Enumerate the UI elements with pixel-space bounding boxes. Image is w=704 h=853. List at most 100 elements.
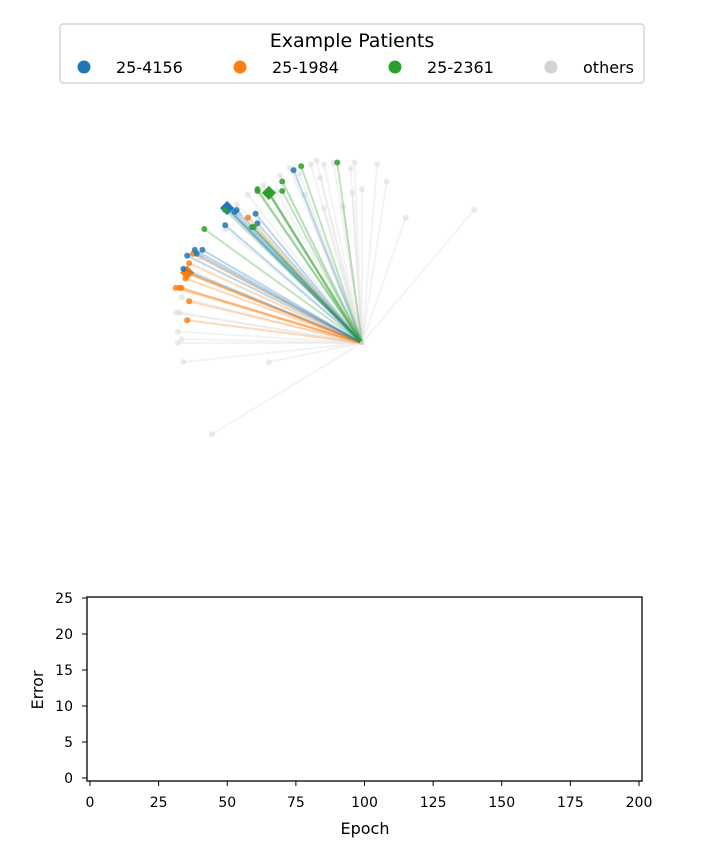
data-point bbox=[222, 207, 229, 213]
data-point bbox=[321, 205, 327, 212]
data-point bbox=[313, 157, 320, 164]
ray-line bbox=[181, 338, 363, 344]
ray-line bbox=[309, 164, 363, 344]
data-point bbox=[248, 224, 255, 231]
ray-line bbox=[175, 286, 363, 344]
highlight-marker bbox=[261, 185, 276, 200]
data-point bbox=[374, 161, 381, 168]
y-axis-label: Error bbox=[28, 670, 47, 709]
ray-line bbox=[315, 160, 363, 344]
ray-line bbox=[323, 207, 363, 344]
ray-line bbox=[256, 222, 363, 344]
legend-marker bbox=[77, 60, 91, 74]
data-point bbox=[347, 165, 354, 172]
ray-line bbox=[179, 286, 363, 344]
data-point bbox=[471, 207, 478, 213]
y-tick-label: 20 bbox=[55, 627, 73, 643]
data-point bbox=[402, 214, 409, 221]
data-point bbox=[321, 161, 327, 168]
data-point bbox=[383, 178, 390, 185]
ray-line bbox=[224, 209, 363, 344]
ray-line bbox=[194, 249, 363, 344]
origin-point bbox=[360, 341, 364, 345]
data-point bbox=[334, 159, 341, 166]
ray-line bbox=[224, 228, 363, 344]
data-point bbox=[233, 207, 240, 213]
ray-line bbox=[353, 162, 363, 344]
ray-line bbox=[183, 342, 363, 363]
data-point bbox=[180, 359, 187, 365]
y-axis: 0 5 10 15 20 25 bbox=[55, 591, 87, 787]
ray-line bbox=[351, 192, 363, 344]
data-point bbox=[254, 186, 261, 193]
ray-line bbox=[300, 165, 363, 344]
series-25-4156 bbox=[180, 167, 363, 344]
ray-line bbox=[336, 162, 363, 344]
data-point bbox=[186, 298, 193, 305]
data-point bbox=[252, 210, 259, 217]
data-point bbox=[176, 309, 183, 316]
ray-line bbox=[281, 190, 363, 344]
ray-line bbox=[224, 224, 363, 344]
x-tick-label: 150 bbox=[488, 795, 515, 811]
ray-line bbox=[196, 252, 363, 344]
data-point bbox=[178, 336, 185, 343]
ray-line bbox=[201, 249, 363, 344]
ray-line bbox=[211, 342, 363, 436]
data-point bbox=[265, 359, 272, 365]
ray-line bbox=[279, 175, 363, 344]
x-tick-label: 200 bbox=[626, 795, 653, 811]
ray-line bbox=[200, 256, 363, 344]
ray-line bbox=[192, 252, 363, 344]
series-others bbox=[172, 157, 478, 438]
data-point bbox=[296, 170, 303, 177]
data-point bbox=[340, 203, 346, 210]
data-point bbox=[178, 284, 185, 291]
series-25-2361 bbox=[201, 159, 364, 344]
ray-line bbox=[251, 226, 363, 344]
data-point bbox=[349, 189, 356, 196]
data-point bbox=[233, 201, 240, 208]
ray-line bbox=[361, 181, 388, 344]
data-point bbox=[199, 246, 206, 253]
ray-line bbox=[203, 228, 363, 344]
x-tick-label: 75 bbox=[287, 795, 305, 811]
ray-line bbox=[319, 177, 363, 344]
legend-label: 25-2361 bbox=[427, 58, 494, 77]
x-axis-label: Epoch bbox=[341, 819, 390, 838]
data-point bbox=[201, 226, 208, 232]
ray-line bbox=[179, 311, 363, 344]
x-tick-label: 175 bbox=[557, 795, 584, 811]
scatter-panel bbox=[172, 157, 478, 438]
plot-area bbox=[86, 596, 643, 782]
data-point bbox=[193, 250, 200, 257]
data-point bbox=[184, 317, 191, 324]
legend-label: 25-1984 bbox=[272, 58, 339, 77]
legend: Example Patients 25-4156 25-1984 25-2361 ot… bbox=[59, 23, 645, 84]
data-point bbox=[197, 254, 204, 261]
ray-line bbox=[349, 168, 363, 344]
ray-line bbox=[247, 216, 363, 344]
data-point bbox=[172, 309, 179, 316]
ray-line bbox=[361, 217, 407, 344]
x-tick-label: 0 bbox=[86, 795, 95, 811]
ray-line bbox=[332, 162, 363, 344]
data-point bbox=[172, 284, 179, 291]
y-tick-label: 25 bbox=[55, 591, 73, 607]
legend-frame bbox=[59, 23, 645, 84]
data-point bbox=[184, 252, 191, 259]
data-point bbox=[178, 294, 185, 301]
data-point bbox=[186, 260, 193, 267]
ray-line bbox=[252, 226, 363, 344]
legend-entry-25-1984: 25-1984 bbox=[233, 58, 339, 77]
data-point bbox=[279, 188, 286, 194]
ray-line bbox=[256, 190, 363, 344]
ray-line bbox=[292, 169, 363, 344]
ray-line bbox=[183, 267, 363, 344]
data-point bbox=[298, 163, 305, 170]
y-tick-label: 15 bbox=[55, 663, 73, 679]
x-axis: 0 25 50 75 100 125 150 175 200 bbox=[86, 781, 653, 811]
x-tick-label: 125 bbox=[420, 795, 447, 811]
